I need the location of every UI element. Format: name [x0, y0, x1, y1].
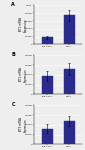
- Bar: [42, 37, 53, 44]
- Bar: [64, 15, 75, 44]
- Bar: [42, 76, 53, 94]
- Bar: [42, 129, 53, 144]
- Text: A: A: [11, 2, 15, 7]
- Text: C: C: [11, 102, 15, 107]
- Bar: [64, 121, 75, 144]
- Text: B: B: [11, 52, 15, 57]
- Y-axis label: TET3 mRNA
Expression: TET3 mRNA Expression: [19, 117, 28, 132]
- Y-axis label: TET2 mRNA
Expression: TET2 mRNA Expression: [19, 68, 28, 82]
- Y-axis label: TET1 mRNA
Expression: TET1 mRNA Expression: [19, 18, 28, 32]
- Bar: [64, 69, 75, 94]
